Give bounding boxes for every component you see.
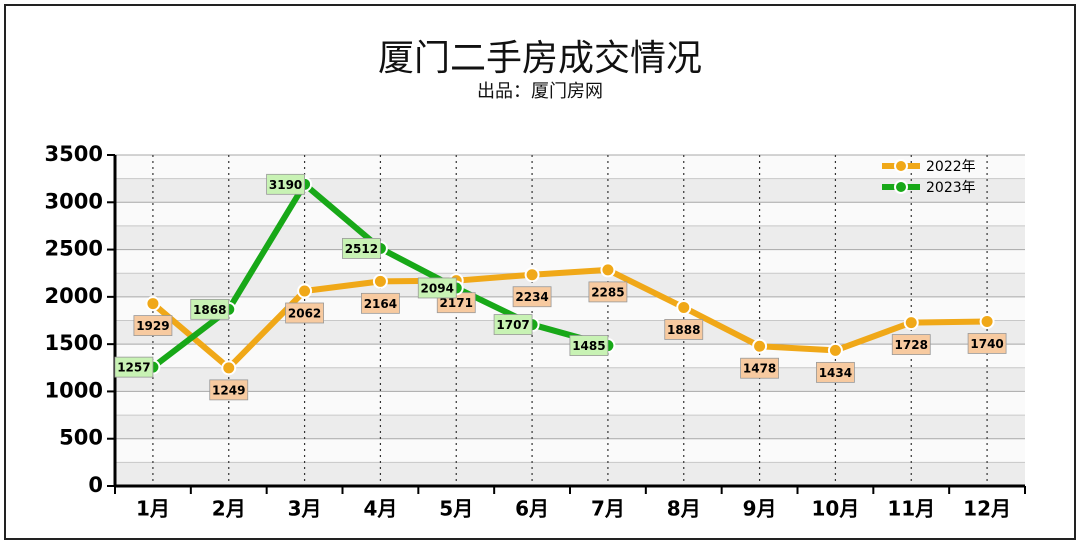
data-label-box (190, 298, 230, 320)
chart-title: 厦门二手房成交情况 (378, 38, 702, 79)
x-tick-label: 6月 (515, 497, 549, 521)
x-tick-label: 12月 (963, 497, 1011, 521)
data-label-box (342, 238, 381, 259)
y-tick-label: 1500 (45, 331, 103, 355)
point (297, 283, 313, 299)
x-tick-label: 9月 (743, 497, 777, 521)
data-label: 1868 (193, 303, 226, 317)
legend-label: 2022年 (926, 159, 976, 175)
data-label-box (266, 173, 305, 195)
x-tick-label: 1月 (136, 497, 170, 521)
point (600, 262, 616, 278)
data-label-box (209, 379, 249, 401)
data-label: 1888 (667, 323, 700, 337)
x-tick-label: 2月 (212, 497, 246, 521)
grid-band (115, 178, 1025, 203)
grid-band (115, 225, 1025, 250)
data-label-box (816, 361, 855, 383)
data-label-box (361, 292, 400, 314)
point (979, 313, 995, 329)
x-tick-label: 5月 (439, 497, 473, 521)
data-label-box (588, 281, 628, 303)
point (676, 299, 692, 315)
data-label: 1478 (743, 362, 776, 376)
data-label: 2094 (421, 281, 454, 295)
data-label-box (891, 334, 931, 355)
data-label: 2285 (591, 285, 624, 299)
x-tick-label: 3月 (288, 497, 322, 521)
data-label: 1707 (496, 318, 529, 332)
legend-marker (894, 180, 908, 194)
data-label: 1740 (970, 337, 1003, 351)
point (903, 315, 919, 331)
x-tick-label: 11月 (887, 497, 935, 521)
data-label-box (114, 356, 154, 378)
data-label: 2171 (440, 296, 473, 310)
data-label: 3190 (269, 178, 302, 192)
x-tick-label: 4月 (363, 497, 397, 521)
data-label: 2234 (515, 290, 548, 304)
grid-band (115, 273, 1025, 297)
data-label: 1485 (572, 339, 605, 353)
data-label: 2164 (364, 297, 397, 311)
data-label: 1929 (136, 319, 169, 333)
legend-label: 2023年 (926, 180, 976, 196)
x-tick-label: 10月 (811, 497, 859, 521)
chart-subtitle: 出品：厦门房网 (477, 81, 603, 102)
x-tick-label: 8月 (667, 497, 701, 521)
grid-band (115, 462, 1025, 486)
point (524, 267, 540, 283)
data-label: 1728 (895, 338, 928, 352)
data-label: 1257 (117, 361, 150, 375)
y-tick-label: 1000 (45, 378, 103, 402)
point (752, 338, 768, 354)
y-tick-label: 2000 (45, 284, 103, 308)
x-tick-label: 7月 (591, 497, 625, 521)
y-tick-label: 500 (59, 426, 103, 450)
data-label-box (133, 315, 173, 336)
point (827, 342, 843, 358)
point (372, 273, 388, 289)
data-label: 1434 (819, 366, 852, 380)
data-label-box (740, 357, 779, 379)
data-label: 2512 (345, 242, 378, 256)
legend-marker (894, 159, 908, 173)
data-label-box (285, 302, 324, 324)
data-label-box (569, 335, 609, 356)
data-label-box (417, 277, 457, 299)
grid-band (115, 367, 1025, 392)
point (145, 296, 161, 312)
y-tick-label: 3500 (45, 142, 103, 166)
data-label-box (967, 333, 1007, 354)
point (221, 360, 237, 376)
data-label: 2062 (288, 306, 321, 320)
y-tick-label: 3000 (45, 189, 103, 213)
data-label-box (512, 286, 552, 308)
grid-band (115, 415, 1025, 439)
y-tick-label: 0 (88, 473, 103, 497)
data-label-box (664, 319, 704, 340)
data-label-box (493, 314, 533, 335)
data-label: 1249 (212, 383, 245, 397)
y-tick-label: 2500 (45, 237, 103, 261)
